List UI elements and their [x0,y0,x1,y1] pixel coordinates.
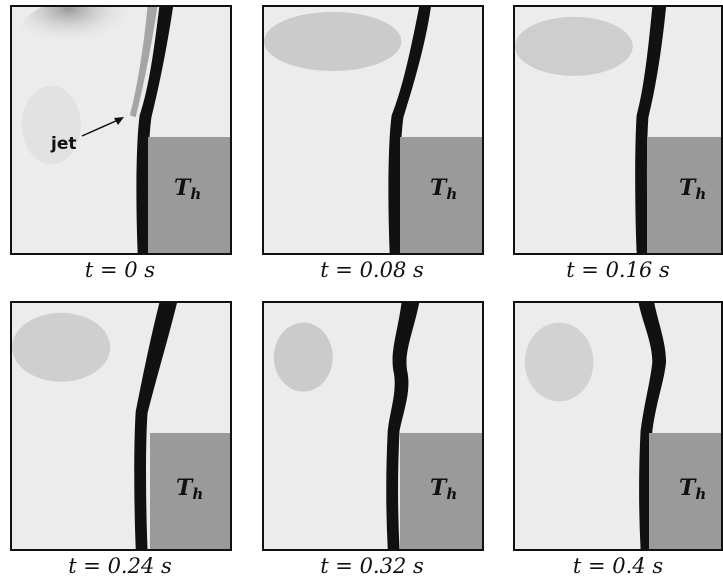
heated-block [400,137,482,253]
heated-block [400,433,482,549]
heated-block-label: Th [174,175,202,203]
heated-block-label: Th [430,475,458,503]
time-caption-3: t = 0.16 s [566,258,670,282]
time-caption-5: t = 0.32 s [320,554,424,578]
heated-block-label: Th [176,475,204,503]
heated-block [649,433,721,549]
flow-field-image [12,7,230,253]
time-caption-4: t = 0.24 s [68,554,172,578]
snapshot-panel-1: Th [10,5,232,255]
jet-annotation-label: jet [51,134,77,154]
snapshot-panel-6: Th [513,301,723,551]
heated-block [150,433,230,549]
time-caption-2: t = 0.08 s [320,258,424,282]
time-caption-1: t = 0 s [84,258,156,282]
heated-block-label: Th [430,175,458,203]
snapshot-panel-2: Th [262,5,484,255]
snapshot-panel-5: Th [262,301,484,551]
heated-block-label: Th [679,175,707,203]
heated-block [647,137,721,253]
snapshot-panel-4: Th [10,301,232,551]
snapshot-panel-3: Th [513,5,723,255]
time-caption-6: t = 0.4 s [572,554,664,578]
heated-block [148,137,230,253]
heated-block-label: Th [679,475,707,503]
